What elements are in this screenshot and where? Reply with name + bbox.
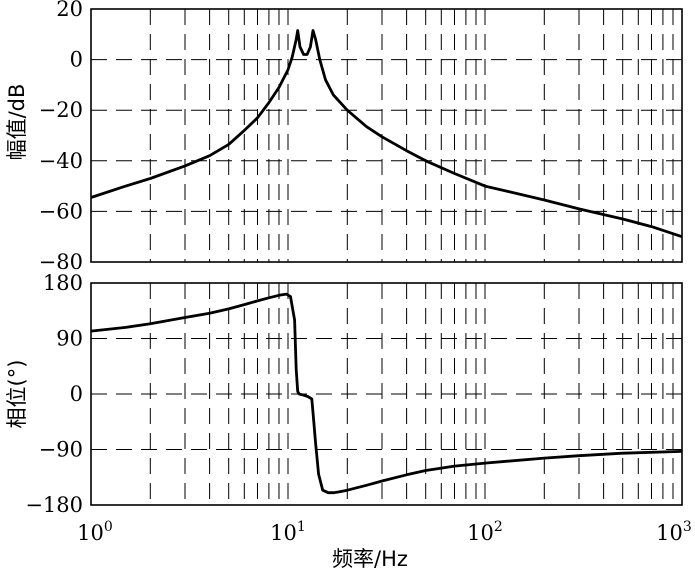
phase-y-tick-label: −180 bbox=[25, 493, 83, 517]
phase-frame bbox=[90, 282, 683, 506]
x-tick-labels: 100 101 102 103 bbox=[77, 519, 692, 545]
phase-panel: 180 90 0 −90 −180 相位(°) bbox=[5, 271, 683, 517]
x-tick-label: 100 bbox=[77, 519, 113, 545]
magnitude-grid bbox=[91, 9, 682, 262]
magnitude-y-tick-label: −60 bbox=[39, 199, 83, 223]
magnitude-frame bbox=[90, 8, 683, 263]
magnitude-y-tick-labels: 20 0 −20 −40 −60 −80 bbox=[39, 0, 83, 274]
magnitude-y-tick-label: 0 bbox=[70, 48, 83, 72]
magnitude-y-tick-label: −40 bbox=[39, 149, 83, 173]
magnitude-curve bbox=[90, 29, 683, 239]
phase-curve bbox=[90, 292, 683, 495]
x-axis-title: 频率/Hz bbox=[332, 547, 408, 571]
phase-grid bbox=[91, 283, 682, 505]
x-tick-label: 101 bbox=[270, 519, 306, 545]
phase-y-tick-label: 0 bbox=[70, 382, 83, 406]
phase-y-tick-label: −90 bbox=[39, 438, 83, 462]
magnitude-y-tick-label: −20 bbox=[39, 98, 83, 122]
magnitude-y-tick-label: −80 bbox=[39, 250, 83, 274]
phase-y-tick-labels: 180 90 0 −90 −180 bbox=[25, 271, 83, 517]
x-tick-label: 102 bbox=[467, 519, 503, 545]
x-tick-label: 103 bbox=[656, 519, 692, 545]
phase-y-tick-label: 180 bbox=[43, 271, 83, 295]
phase-y-axis-title: 相位(°) bbox=[5, 360, 29, 429]
magnitude-panel: 20 0 −20 −40 −60 −80 幅值/dB bbox=[5, 0, 683, 274]
magnitude-y-axis-title: 幅值/dB bbox=[5, 84, 29, 161]
magnitude-y-tick-label: 20 bbox=[56, 0, 83, 21]
phase-y-tick-label: 90 bbox=[56, 327, 83, 351]
